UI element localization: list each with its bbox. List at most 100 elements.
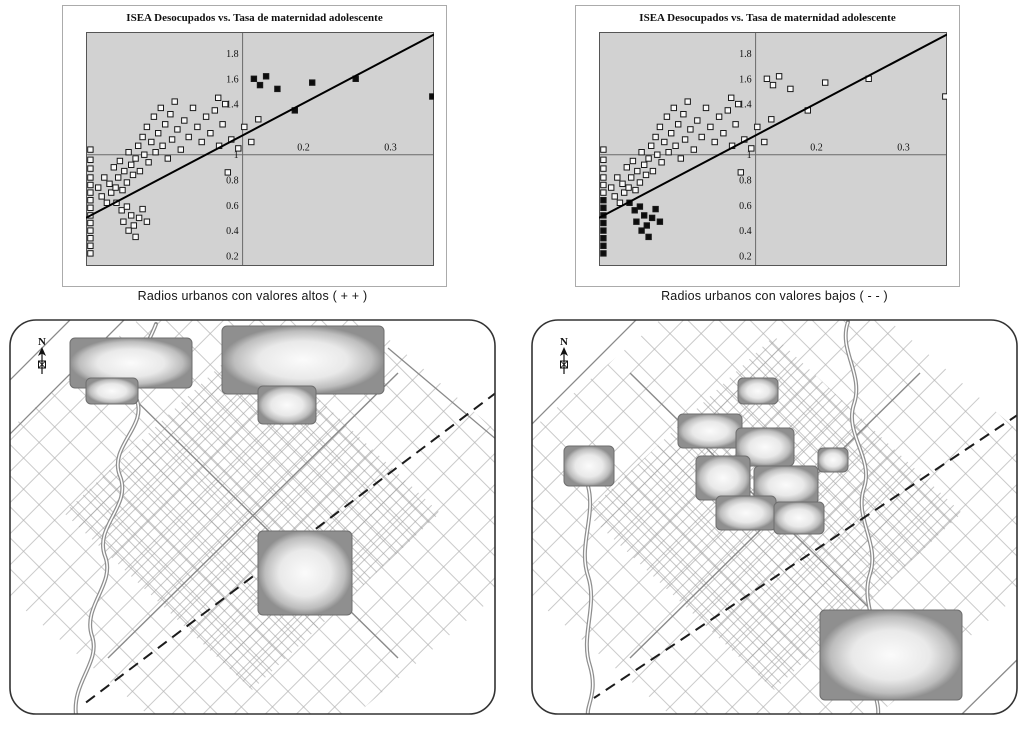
data-point-normal: [681, 136, 689, 143]
plot-area: [599, 32, 947, 266]
data-point-normal: [150, 113, 158, 120]
data-point-normal: [148, 138, 155, 146]
data-point-low: [87, 204, 94, 212]
highlighted-radio-blob: [773, 501, 825, 535]
data-point-normal: [642, 171, 650, 179]
data-point-normal: [112, 184, 119, 191]
data-point-normal: [115, 174, 122, 181]
chart-title: ISEA Desocupados vs. Tasa de maternidad …: [126, 12, 383, 24]
data-point-normal: [641, 161, 648, 169]
map-caption-valores-altos: Radios urbanos con valores altos ( + + ): [137, 289, 368, 303]
data-point-normal: [135, 142, 142, 149]
y-tick-label: 0.6: [739, 201, 752, 212]
scatter-plot-valores-altos: 1.8 1.6 1.4 1 0.8 0.6 0.4 0.2 0.2 0.3: [86, 32, 434, 266]
data-point-low: [600, 242, 607, 250]
railway-dashed-line: [593, 413, 1017, 699]
data-point-normal: [654, 151, 661, 158]
data-point-normal: [116, 157, 124, 165]
data-point-low: [600, 227, 607, 234]
data-point-high: [274, 85, 281, 93]
data-point-normal: [87, 156, 94, 163]
data-point-normal: [145, 159, 152, 166]
data-point-normal: [600, 189, 607, 196]
data-point-normal: [167, 111, 174, 118]
data-point-low: [87, 197, 94, 204]
data-point-normal: [119, 186, 126, 194]
data-point-normal: [194, 123, 201, 131]
data-point-normal: [125, 149, 132, 156]
data-point-normal: [222, 100, 229, 108]
data-point-low: [600, 197, 607, 204]
data-point-low: [135, 214, 143, 222]
data-point-normal: [155, 130, 162, 137]
data-point-normal: [675, 121, 682, 128]
data-point-normal: [207, 130, 214, 137]
trend-line: [599, 33, 947, 219]
data-point-normal: [658, 159, 665, 166]
x-tick-label: 0.2: [297, 143, 310, 154]
data-point-normal: [638, 149, 645, 156]
data-point-low: [641, 212, 648, 219]
data-point-normal: [141, 151, 148, 158]
data-point-normal: [665, 149, 672, 156]
north-arrow-label: N: [38, 336, 46, 348]
road-line: [532, 320, 639, 427]
data-point-low: [636, 203, 644, 210]
scatter-panel-valores-bajos: ISEA Desocupados vs. Tasa de maternidad …: [575, 5, 960, 287]
data-point-low: [633, 218, 640, 225]
data-point-normal: [211, 107, 218, 114]
data-point-low: [87, 242, 94, 250]
y-tick-label: 0.2: [739, 251, 752, 262]
data-point-normal: [101, 174, 108, 181]
data-point-normal: [628, 174, 635, 181]
highlighted-radio-blob: [85, 377, 139, 405]
data-point-high: [429, 93, 434, 100]
y-tick-label: 1: [234, 150, 239, 161]
y-tick-label: 0.6: [226, 201, 239, 212]
data-point-high: [769, 81, 777, 89]
data-point-normal: [198, 138, 205, 146]
map-valores-altos: N: [9, 319, 496, 715]
data-point-low: [600, 235, 607, 242]
data-point-normal: [702, 104, 710, 112]
data-point-normal: [684, 98, 691, 105]
data-point-normal: [608, 184, 615, 191]
data-point-normal: [632, 186, 639, 194]
y-tick-label: 0.4: [226, 226, 239, 237]
trend-line: [86, 33, 434, 219]
data-point-normal: [95, 184, 102, 191]
data-point-normal: [663, 113, 671, 120]
highlighted-radio-blob: [695, 455, 751, 501]
data-point-normal: [652, 133, 659, 141]
data-point-normal: [87, 189, 94, 196]
data-point-high: [942, 93, 947, 100]
data-point-normal: [87, 165, 94, 172]
x-tick-label: 0.3: [384, 143, 397, 154]
data-point-high: [775, 73, 783, 80]
data-point-low: [87, 219, 94, 227]
data-point-normal: [711, 138, 718, 146]
data-point-normal: [656, 123, 664, 131]
data-point-normal: [202, 113, 210, 120]
data-point-normal: [754, 123, 761, 131]
data-point-low: [87, 227, 94, 234]
data-point-normal: [181, 117, 188, 124]
highlighted-radio-blob: [221, 325, 385, 395]
data-point-normal: [668, 130, 675, 137]
data-point-high: [262, 73, 270, 80]
highlighted-radio-blob: [563, 445, 615, 487]
data-point-normal: [189, 104, 197, 112]
data-point-low: [600, 219, 607, 227]
data-point-normal: [634, 167, 641, 175]
data-point-normal: [121, 167, 128, 175]
data-point-normal: [123, 179, 131, 186]
road-line: [10, 320, 73, 383]
data-point-normal: [687, 126, 694, 133]
data-point-normal: [171, 98, 178, 105]
data-point-normal: [98, 193, 105, 200]
data-point-low: [631, 207, 638, 214]
data-point-normal: [698, 133, 705, 141]
data-point-high: [309, 79, 316, 86]
data-point-normal: [129, 171, 137, 179]
data-point-normal: [748, 145, 755, 152]
